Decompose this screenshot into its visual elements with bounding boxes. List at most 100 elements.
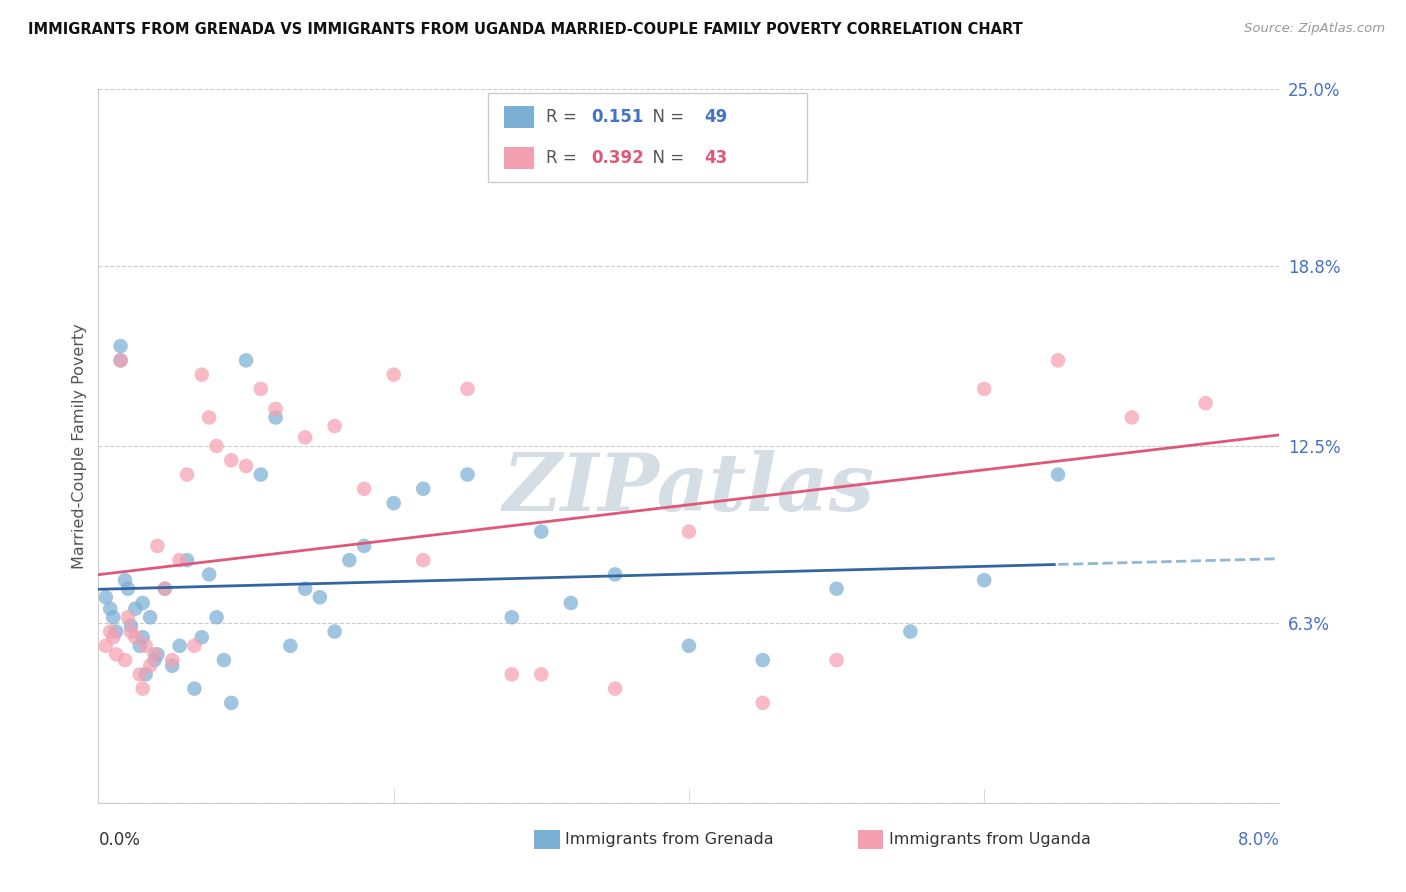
Point bbox=[198, 567, 221, 582]
Point bbox=[132, 596, 155, 610]
Point bbox=[751, 653, 773, 667]
Point bbox=[605, 681, 627, 696]
Point bbox=[219, 696, 242, 710]
Point bbox=[176, 467, 198, 482]
Point bbox=[900, 624, 922, 639]
Text: 43: 43 bbox=[704, 149, 727, 167]
Point bbox=[110, 339, 132, 353]
Point bbox=[110, 353, 132, 368]
Point bbox=[117, 582, 139, 596]
Point bbox=[973, 382, 995, 396]
Point bbox=[114, 653, 136, 667]
Text: Source: ZipAtlas.com: Source: ZipAtlas.com bbox=[1244, 22, 1385, 36]
Point bbox=[146, 648, 169, 662]
Text: 0.151: 0.151 bbox=[591, 108, 644, 126]
Point bbox=[235, 458, 257, 473]
Text: ZIPatlas: ZIPatlas bbox=[503, 450, 875, 527]
Point bbox=[124, 630, 146, 644]
Point bbox=[110, 353, 132, 368]
Point bbox=[153, 582, 176, 596]
Point bbox=[153, 582, 176, 596]
FancyBboxPatch shape bbox=[488, 93, 807, 182]
Point bbox=[605, 567, 627, 582]
Point bbox=[530, 524, 553, 539]
Point bbox=[530, 667, 553, 681]
FancyBboxPatch shape bbox=[503, 146, 534, 169]
Y-axis label: Married-Couple Family Poverty: Married-Couple Family Poverty bbox=[72, 323, 87, 569]
Point bbox=[124, 601, 146, 615]
Text: Immigrants from Uganda: Immigrants from Uganda bbox=[889, 832, 1091, 847]
Point bbox=[139, 658, 162, 673]
Point bbox=[678, 524, 700, 539]
Text: R =: R = bbox=[546, 108, 582, 126]
Point bbox=[560, 596, 582, 610]
Point bbox=[103, 610, 125, 624]
Point bbox=[353, 482, 375, 496]
Point bbox=[353, 539, 375, 553]
Point bbox=[135, 667, 157, 681]
Point bbox=[1121, 410, 1143, 425]
Point bbox=[456, 467, 478, 482]
Point bbox=[212, 653, 235, 667]
Point bbox=[183, 639, 205, 653]
Point bbox=[94, 639, 117, 653]
Point bbox=[825, 582, 848, 596]
Point bbox=[501, 667, 523, 681]
Point bbox=[198, 410, 221, 425]
Point bbox=[94, 591, 117, 605]
Point bbox=[250, 467, 273, 482]
Point bbox=[1046, 467, 1069, 482]
Point bbox=[235, 353, 257, 368]
Point bbox=[294, 582, 316, 596]
Point bbox=[191, 630, 214, 644]
Point bbox=[382, 496, 405, 510]
Point bbox=[382, 368, 405, 382]
Point bbox=[114, 573, 136, 587]
Point bbox=[250, 382, 273, 396]
Point bbox=[120, 619, 142, 633]
Point bbox=[162, 658, 183, 673]
Point bbox=[191, 368, 214, 382]
Point bbox=[176, 553, 198, 567]
Point bbox=[219, 453, 242, 467]
Point bbox=[120, 624, 142, 639]
Point bbox=[205, 610, 228, 624]
Point bbox=[308, 591, 332, 605]
Point bbox=[1194, 396, 1216, 410]
Point bbox=[825, 653, 848, 667]
Point bbox=[128, 639, 150, 653]
Text: N =: N = bbox=[641, 108, 689, 126]
Text: IMMIGRANTS FROM GRENADA VS IMMIGRANTS FROM UGANDA MARRIED-COUPLE FAMILY POVERTY : IMMIGRANTS FROM GRENADA VS IMMIGRANTS FR… bbox=[28, 22, 1024, 37]
Point bbox=[143, 653, 166, 667]
Point bbox=[169, 639, 191, 653]
Point bbox=[323, 624, 346, 639]
Point bbox=[205, 439, 228, 453]
Text: 8.0%: 8.0% bbox=[1237, 831, 1279, 849]
Point bbox=[264, 401, 287, 416]
Point bbox=[323, 419, 346, 434]
Point bbox=[973, 573, 995, 587]
Text: 49: 49 bbox=[704, 108, 727, 126]
Text: 0.0%: 0.0% bbox=[98, 831, 141, 849]
Point bbox=[162, 653, 183, 667]
Point bbox=[128, 667, 150, 681]
Point bbox=[117, 610, 139, 624]
Point bbox=[143, 648, 166, 662]
Point bbox=[98, 624, 121, 639]
Point bbox=[278, 639, 302, 653]
Point bbox=[294, 430, 316, 444]
Point bbox=[98, 601, 121, 615]
Point bbox=[132, 630, 155, 644]
Point bbox=[264, 410, 287, 425]
Point bbox=[337, 553, 360, 567]
Point bbox=[412, 482, 434, 496]
Point bbox=[501, 610, 523, 624]
Point bbox=[105, 648, 128, 662]
Point bbox=[678, 639, 700, 653]
Point bbox=[103, 630, 125, 644]
Text: Immigrants from Grenada: Immigrants from Grenada bbox=[565, 832, 773, 847]
Point bbox=[132, 681, 155, 696]
FancyBboxPatch shape bbox=[503, 105, 534, 128]
Text: 0.392: 0.392 bbox=[591, 149, 644, 167]
Point bbox=[139, 610, 162, 624]
